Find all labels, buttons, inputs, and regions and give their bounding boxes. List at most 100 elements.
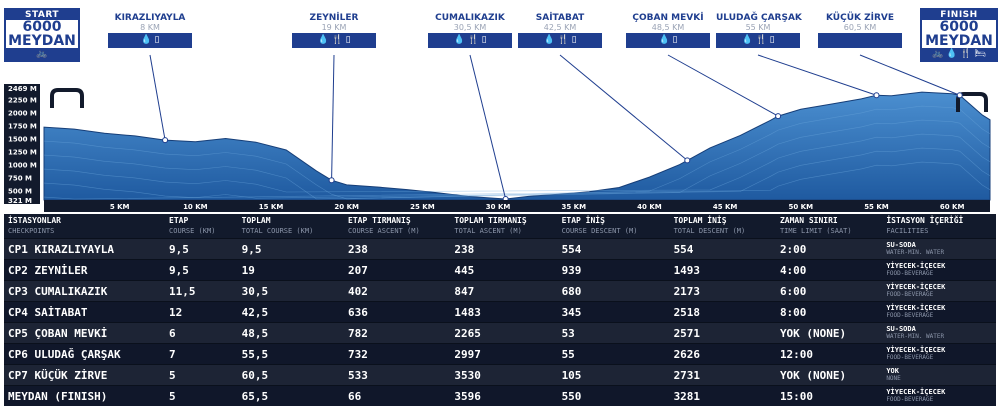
table-cell: 9,5 <box>237 238 345 260</box>
table-cell: CP7 KÜÇÜK ZİRVE <box>4 364 166 386</box>
table-cell: 55 <box>557 343 670 365</box>
checkpoint-km: 42,5 KM <box>543 23 577 32</box>
checkpoint-km: 8 KM <box>140 23 160 32</box>
table-row: CP3 CUMALIKAZIK 11,5 30,5 402 847 680 2173 6:00… <box>4 280 996 302</box>
contour-line <box>43 133 991 193</box>
facilities-tr: YİYECEK-İÇECEK <box>886 283 946 291</box>
y-tick-label: 1000 M <box>8 162 37 170</box>
table-cell: 445 <box>450 259 558 281</box>
column-header-tr: TOPLAM <box>241 216 271 225</box>
checkpoint-label: SAİTABAT 42,5 KM 💧 🍴 ▯ <box>518 13 602 48</box>
contour-line <box>43 105 991 200</box>
table-cell: 207 <box>344 259 451 281</box>
table-cell: 238 <box>344 238 451 260</box>
table-cell: 2626 <box>669 343 776 365</box>
start-line2: MEYDAN <box>6 34 78 48</box>
table-cell: MEYDAN (FINISH) <box>4 385 166 406</box>
facilities-cell: YİYECEK-İÇECEK FOOD-BEVERAGE <box>882 301 996 323</box>
facilities-en: FOOD-BEVERAGE <box>886 291 934 298</box>
table-cell: YOK (NONE) <box>775 364 883 386</box>
table-cell: CP6 ULUDAĞ ÇARŞAK <box>4 343 166 365</box>
checkpoint-km: 60,5 KM <box>843 23 877 32</box>
x-tick-label: 10 KM <box>183 203 208 211</box>
leader-line <box>859 54 960 96</box>
x-tick-label: 35 KM <box>561 203 586 211</box>
column-header-en: TIME LIMIT (SAAT) <box>779 227 852 235</box>
table-cell: 2:00 <box>775 238 883 260</box>
y-tick-label: 2000 M <box>8 109 37 117</box>
facilities-icons: 💧 🍴 ▯ <box>428 33 512 48</box>
column-header-en: COURSE ASCENT (M) <box>348 227 420 235</box>
facilities-tr: YİYECEK-İÇECEK <box>886 304 946 312</box>
table-cell: 2173 <box>669 280 776 302</box>
facilities-tr: YİYECEK-İÇECEK <box>886 346 946 354</box>
checkpoint-marker <box>775 113 782 120</box>
column-header-en: TOTAL COURSE (KM) <box>241 227 314 235</box>
facilities-icons <box>818 33 902 48</box>
column-header: İSTASYONLAR CHECKPOINTS <box>4 214 166 239</box>
facilities-tr: SU-SODA <box>886 325 916 333</box>
y-tick-label: 500 M <box>8 188 32 196</box>
finish-line1: 6000 <box>922 20 996 34</box>
leader-line <box>469 54 507 200</box>
table-cell: 636 <box>344 301 451 323</box>
checkpoint-label: KIRAZLIYAYLA 8 KM 💧 ▯ <box>108 13 192 48</box>
checkpoint-marker <box>873 92 880 99</box>
table-cell: 9,5 <box>165 238 238 260</box>
table-cell: 2731 <box>669 364 776 386</box>
table-cell: 5 <box>165 385 238 406</box>
table-cell: 12:00 <box>775 343 883 365</box>
facilities-en: FOOD-BEVERAGE <box>886 396 934 403</box>
checkpoint-label: ÇOBAN MEVKİ 48,5 KM 💧 ▯ <box>626 13 710 48</box>
column-header: TOPLAM TIRMANIŞ TOTAL ASCENT (M) <box>450 214 558 239</box>
table-cell: 554 <box>557 238 670 260</box>
contour-line <box>43 119 991 200</box>
table-cell: 42,5 <box>237 301 345 323</box>
table-cell: 680 <box>557 280 670 302</box>
facilities-en: FOOD-BEVERAGE <box>886 354 934 361</box>
column-header-en: COURSE (KM) <box>169 227 216 235</box>
contour-line <box>43 161 991 200</box>
facilities-en: WATER-MIN. WATER <box>886 333 945 340</box>
table-cell: 30,5 <box>237 280 345 302</box>
column-header: ETAP COURSE (KM) <box>165 214 238 239</box>
bike-icon: 🚲 <box>36 49 48 59</box>
table-cell: 2997 <box>450 343 558 365</box>
facilities-icons: 💧 🍴 ▯ <box>518 33 602 48</box>
column-header-tr: İSTASYONLAR <box>8 216 61 225</box>
x-tick-label: 5 KM <box>110 203 130 211</box>
y-tick-label: 1500 M <box>8 136 37 144</box>
x-tick-label: 15 KM <box>259 203 284 211</box>
table-cell: 6:00 <box>775 280 883 302</box>
x-tick-label: 30 KM <box>486 203 511 211</box>
checkpoint-label: ZEYNİLER 19 KM 💧 🍴 ▯ <box>292 13 376 48</box>
table-cell: 53 <box>557 322 670 344</box>
facilities-en: FOOD-BEVERAGE <box>886 270 934 277</box>
x-tick-label: 55 KM <box>864 203 889 211</box>
leader-line <box>667 54 779 117</box>
table-cell: 533 <box>344 364 451 386</box>
column-header: ETAP TIRMANIŞ COURSE ASCENT (M) <box>344 214 451 239</box>
column-header: TOPLAM TOTAL COURSE (KM) <box>237 214 345 239</box>
table-cell: 48,5 <box>237 322 345 344</box>
table-cell: 939 <box>557 259 670 281</box>
x-tick-label: 45 KM <box>713 203 738 211</box>
table-cell: 15:00 <box>775 385 883 406</box>
start-badge: START 6000 MEYDAN 🚲 <box>4 8 80 62</box>
y-axis-band <box>4 84 40 204</box>
table-cell: CP3 CUMALIKAZIK <box>4 280 166 302</box>
table-cell: 4:00 <box>775 259 883 281</box>
table-cell: 1493 <box>669 259 776 281</box>
column-header-tr: ETAP <box>169 216 189 225</box>
table-cell: 11,5 <box>165 280 238 302</box>
checkpoint-label: CUMALIKAZIK 30,5 KM 💧 🍴 ▯ <box>428 13 512 48</box>
column-header-tr: ETAP TIRMANIŞ <box>348 216 411 225</box>
table-cell: CP1 KIRAZLIYAYLA <box>4 238 166 260</box>
facilities-cell: SU-SODA WATER-MIN. WATER <box>882 322 996 344</box>
facilities-cell: YİYECEK-İÇECEK FOOD-BEVERAGE <box>882 259 996 281</box>
facilities-en: WATER-MIN. WATER <box>886 249 945 256</box>
y-tick-label: 2469 M <box>8 85 37 93</box>
checkpoint-marker <box>684 157 691 164</box>
table-row: CP2 ZEYNİLER 9,5 19 207 445 939 1493 4:00 YİYECE… <box>4 259 996 281</box>
